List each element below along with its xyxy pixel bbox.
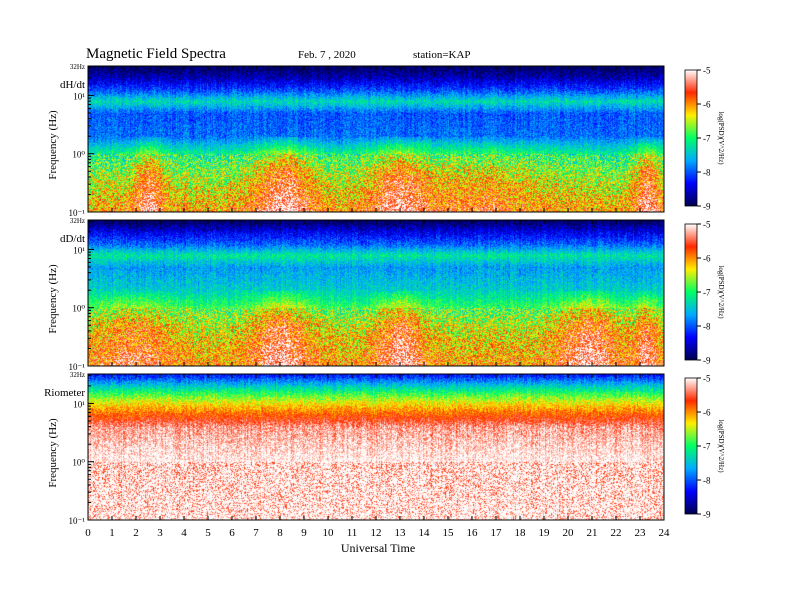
x-tick-label: 10	[323, 527, 335, 539]
station-label: station=KAP	[413, 49, 471, 61]
x-tick-label: 22	[611, 527, 622, 539]
colorbar-tick-label: -6	[703, 100, 711, 110]
colorbar-tick-label: -8	[703, 168, 711, 178]
colorbar-tick-label: -5	[703, 220, 711, 230]
y-tick-label: 10¹	[73, 399, 85, 409]
colorbars: -5 -6 -7 -8 -9 log(PSD)(V^2/Hz) -5 -6 -7 -8 -9 log(…	[684, 66, 725, 520]
colorbar-2: -5 -6 -7 -8 -9 log(PSD)(V^2/Hz)	[684, 220, 725, 366]
spectrogram-panel-1: 10¹ 10⁰ 10⁻¹ 32Hz dH/dt Frequency (Hz)	[47, 63, 665, 218]
x-tick-label: 0	[85, 527, 91, 539]
colorbar-tick-label: -7	[703, 442, 711, 452]
panel-label: dH/dt	[60, 79, 85, 91]
colorbar-tick-label: -8	[703, 322, 711, 332]
colorbar-tick-label: -7	[703, 288, 711, 298]
top-frequency-label: 32Hz	[70, 217, 85, 225]
date-label: Feb. 7 , 2020	[298, 49, 356, 61]
x-tick-label: 1	[109, 527, 115, 539]
colorbar-strip	[684, 69, 698, 207]
colorbar-strip	[684, 377, 698, 515]
colorbar-tick-label: -9	[703, 356, 711, 366]
colorbar-3: -5 -6 -7 -8 -9 log(PSD)(V^2/Hz)	[684, 374, 725, 520]
x-axis-label: Universal Time	[341, 541, 415, 555]
y-tick-label: 10⁻¹	[69, 516, 86, 526]
y-axis-label: Frequency (Hz)	[47, 418, 59, 488]
x-tick-label: 21	[587, 527, 598, 539]
x-tick-label: 16	[467, 527, 479, 539]
colorbar-strip	[684, 223, 698, 361]
colorbar-label: log(PSD)(V^2/Hz)	[717, 111, 725, 165]
y-axis-label: Frequency (Hz)	[47, 110, 59, 180]
colorbar-label: log(PSD)(V^2/Hz)	[717, 265, 725, 319]
x-tick-label: 3	[157, 527, 163, 539]
y-tick-label: 10⁻¹	[69, 362, 86, 372]
x-tick-label: 24	[659, 527, 671, 539]
y-tick-label: 10¹	[73, 91, 85, 101]
colorbar-tick-label: -6	[703, 408, 711, 418]
y-axis-label: Frequency (Hz)	[47, 264, 59, 334]
x-tick-label: 17	[491, 527, 503, 539]
spectrogram-panel-3: 10¹ 10⁰ 10⁻¹ 32Hz Riometer Frequency (Hz)	[44, 371, 665, 526]
spectrogram-image	[88, 220, 664, 366]
x-tick-label: 5	[205, 527, 211, 539]
y-tick-label: 10⁰	[72, 458, 85, 468]
colorbar-tick-label: -6	[703, 254, 711, 264]
x-tick-label: 23	[635, 527, 647, 539]
x-tick-label: 12	[371, 527, 382, 539]
top-frequency-label: 32Hz	[70, 371, 85, 379]
colorbar-tick-label: -5	[703, 66, 711, 76]
panel-label: dD/dt	[60, 233, 85, 245]
x-tick-label: 9	[301, 527, 307, 539]
colorbar-tick-label: -9	[703, 510, 711, 520]
colorbar-1: -5 -6 -7 -8 -9 log(PSD)(V^2/Hz)	[684, 66, 725, 212]
spectrogram-image	[88, 374, 664, 520]
colorbar-label: log(PSD)(V^2/Hz)	[717, 419, 725, 473]
time-axis: 0 1 2 3 4 5 6 7 8 9 10 11 12 13 14 15 16 17 18 19 20 21 22 23 24	[85, 527, 670, 539]
spectrogram-panel-2: 10¹ 10⁰ 10⁻¹ 32Hz dD/dt Frequency (Hz)	[47, 217, 665, 372]
y-tick-label: 10⁰	[72, 150, 85, 160]
x-tick-label: 15	[443, 527, 455, 539]
x-tick-label: 8	[277, 527, 283, 539]
x-tick-label: 4	[181, 527, 187, 539]
x-tick-label: 20	[563, 527, 575, 539]
x-tick-label: 18	[515, 527, 527, 539]
top-frequency-label: 32Hz	[70, 63, 85, 71]
y-tick-label: 10¹	[73, 245, 85, 255]
figure-title: Magnetic Field Spectra	[86, 46, 226, 62]
spectrogram-image	[88, 66, 664, 212]
y-tick-label: 10⁻¹	[69, 208, 86, 218]
colorbar-tick-label: -8	[703, 476, 711, 486]
colorbar-tick-label: -5	[703, 374, 711, 384]
x-tick-label: 2	[133, 527, 139, 539]
x-tick-label: 19	[539, 527, 551, 539]
colorbar-tick-label: -7	[703, 134, 711, 144]
x-tick-label: 14	[419, 527, 431, 539]
x-tick-label: 6	[229, 527, 235, 539]
x-tick-label: 13	[395, 527, 407, 539]
x-tick-label: 11	[347, 527, 358, 539]
panel-label: Riometer	[44, 387, 85, 399]
colorbar-tick-label: -9	[703, 202, 711, 212]
y-tick-label: 10⁰	[72, 304, 85, 314]
x-tick-label: 7	[253, 527, 259, 539]
